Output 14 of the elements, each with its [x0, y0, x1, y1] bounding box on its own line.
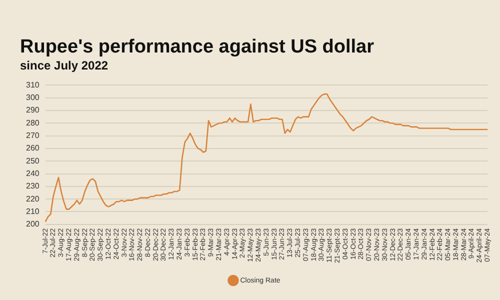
y-tick-label: 260 [26, 144, 40, 153]
y-tick-label: 270 [26, 131, 40, 140]
y-tick-label: 210 [26, 206, 40, 216]
y-tick-label: 240 [26, 168, 40, 178]
y-tick-label: 310 [26, 80, 40, 90]
y-tick-label: 250 [26, 156, 40, 166]
chart-title: Rupee's performance against US dollar [20, 36, 375, 58]
y-tick-label: 220 [26, 194, 40, 204]
y-tick-label: 200 [26, 220, 40, 229]
chart-subtitle: since July 2022 [20, 58, 108, 72]
y-tick-label: 230 [26, 182, 40, 191]
y-tick-label: 300 [26, 93, 40, 102]
y-tick-label: 290 [26, 106, 40, 115]
y-tick-label: 280 [26, 118, 40, 128]
